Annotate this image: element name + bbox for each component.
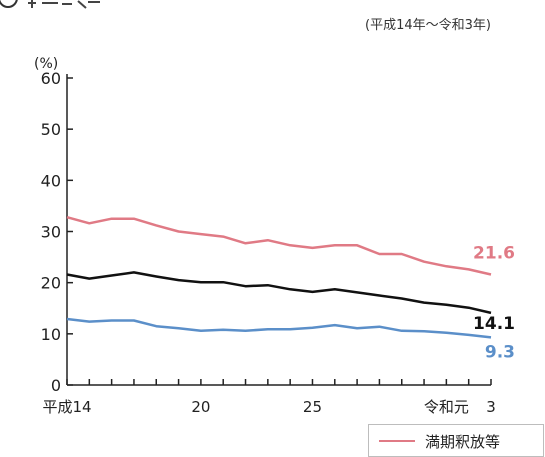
y-tick-label: 10 xyxy=(41,325,61,344)
series-lines xyxy=(66,215,492,339)
series-end-label: 9.3 xyxy=(485,342,515,362)
legend-label: 満期釈放等 xyxy=(425,433,501,451)
x-tick-label: 平成14 xyxy=(42,398,91,416)
y-tick-label: 50 xyxy=(41,120,61,139)
series-end-label: 21.6 xyxy=(473,243,515,263)
header-fragment xyxy=(0,0,100,9)
y-tick-label: 40 xyxy=(41,171,61,190)
y-unit-label: (%) xyxy=(34,56,58,72)
y-tick-label: 0 xyxy=(51,376,61,395)
x-tick-label: 令和元 xyxy=(424,398,469,416)
end-labels: 21.6 14.1 9.3 xyxy=(473,243,515,362)
axes: 0 10 20 30 40 50 60(%) 平成14 20 25 令和元 3 xyxy=(34,56,496,416)
x-tick-label: 20 xyxy=(191,398,210,416)
series-end-label: 14.1 xyxy=(473,314,515,334)
series-line xyxy=(66,215,492,276)
series-line xyxy=(66,317,492,339)
y-tick-label: 20 xyxy=(41,274,61,293)
series-line xyxy=(66,271,492,315)
y-tick-label: 30 xyxy=(41,223,61,242)
x-tick-label: 25 xyxy=(303,398,322,416)
x-tick-label: 3 xyxy=(486,398,496,416)
period-note: (平成14年～令和3年) xyxy=(365,18,491,33)
y-tick-label: 60 xyxy=(41,69,61,88)
legend: 満期釈放等 xyxy=(368,424,544,457)
legend-swatch xyxy=(379,440,415,442)
